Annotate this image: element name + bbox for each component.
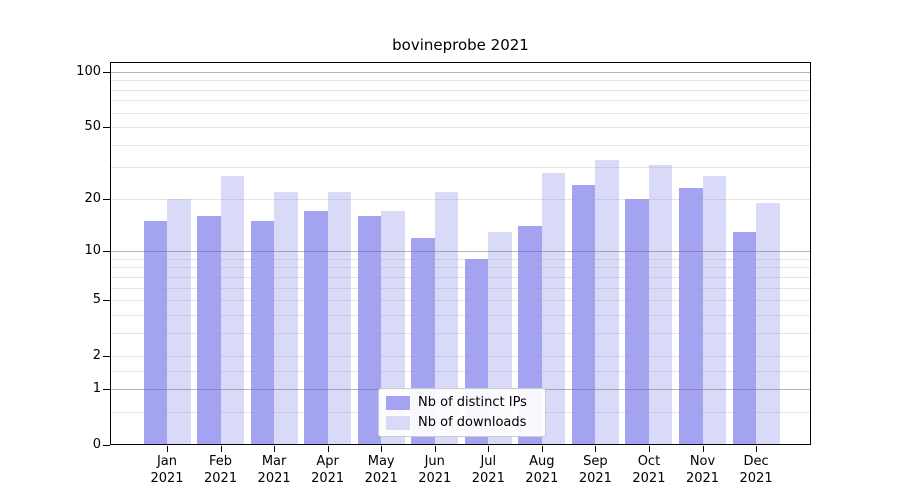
x-tick-label: Nov 2021 xyxy=(685,454,720,486)
gridline-minor xyxy=(111,370,811,372)
y-tick-label: 10 xyxy=(84,243,101,259)
bar-downloads-nov xyxy=(702,175,726,445)
x-tick-mark xyxy=(167,446,168,452)
bar-downloads-feb xyxy=(220,175,245,445)
bar-distinct-ips-may xyxy=(357,216,382,445)
legend-label-downloads: Nb of downloads xyxy=(418,415,527,430)
gridline-minor xyxy=(111,258,811,260)
gridline-minor xyxy=(111,276,811,278)
x-tick-label: Mar 2021 xyxy=(257,454,291,486)
bar-downloads-mar xyxy=(274,191,298,445)
bar-distinct-ips-dec xyxy=(732,231,757,445)
bar-distinct-ips-sep xyxy=(571,184,596,445)
y-tick-mark xyxy=(103,251,110,253)
gridline-minor xyxy=(111,198,811,200)
bar-downloads-sep xyxy=(595,159,619,445)
x-tick-mark xyxy=(327,446,329,452)
y-tick-mark xyxy=(103,356,110,358)
x-tick-mark xyxy=(381,446,383,452)
x-tick-label: Aug 2021 xyxy=(525,454,559,486)
chart-title: bovineprobe 2021 xyxy=(392,36,529,54)
x-tick-label: Jul 2021 xyxy=(471,454,505,486)
bar-distinct-ips-oct xyxy=(625,198,649,445)
gridline-minor xyxy=(111,356,811,358)
legend-swatch-distinct-ips xyxy=(386,395,410,410)
legend-item-downloads: Nb of downloads xyxy=(386,415,537,430)
x-tick-mark xyxy=(756,446,758,452)
y-tick-label: 1 xyxy=(92,380,101,396)
y-tick-mark xyxy=(103,71,110,73)
x-tick-label: Oct 2021 xyxy=(632,454,666,486)
x-tick-mark xyxy=(220,446,222,452)
x-tick-mark xyxy=(648,446,650,452)
gridline-minor xyxy=(111,144,811,146)
x-tick-mark xyxy=(434,446,436,452)
gridline-minor xyxy=(111,267,811,269)
x-tick-mark xyxy=(274,446,276,452)
x-tick-label: Jun 2021 xyxy=(418,454,452,486)
y-tick-label: 2 xyxy=(92,348,101,364)
x-tick-mark xyxy=(702,446,704,452)
x-tick-label: Jan 2021 xyxy=(150,454,184,486)
y-tick-mark xyxy=(103,445,110,446)
gridline-minor xyxy=(111,167,811,169)
x-tick-label: May 2021 xyxy=(364,454,398,486)
plot-border xyxy=(110,62,811,445)
gridline-minor xyxy=(111,100,811,102)
y-tick-mark xyxy=(103,300,110,302)
y-tick-label: 0 xyxy=(92,437,101,452)
x-tick-label: Feb 2021 xyxy=(204,454,238,486)
x-tick-label: Apr 2021 xyxy=(311,454,345,486)
legend-item-distinct-ips: Nb of distinct IPs xyxy=(386,395,537,410)
legend: Nb of distinct IPs Nb of downloads xyxy=(378,388,546,437)
x-tick-label: Sep 2021 xyxy=(578,454,612,486)
gridline-minor xyxy=(111,332,811,334)
y-tick-mark xyxy=(103,388,110,390)
x-tick-mark xyxy=(488,446,490,452)
y-tick-label: 100 xyxy=(76,63,101,79)
bar-downloads-aug xyxy=(541,172,566,445)
y-tick-mark xyxy=(103,198,110,200)
x-tick-mark xyxy=(595,446,597,452)
gridline-minor xyxy=(111,127,811,129)
gridline-minor xyxy=(111,89,811,91)
bar-downloads-dec xyxy=(756,202,780,445)
bar-distinct-ips-feb xyxy=(197,216,221,445)
bar-downloads-oct xyxy=(648,164,673,445)
gridline-minor xyxy=(111,112,811,114)
legend-swatch-downloads xyxy=(386,415,410,430)
bar-downloads-may xyxy=(381,211,405,445)
bar-downloads-jun xyxy=(434,191,459,445)
y-tick-mark xyxy=(103,127,110,129)
gridline-minor xyxy=(111,300,811,302)
gridline-minor xyxy=(111,314,811,316)
y-tick-label: 20 xyxy=(84,190,101,206)
x-tick-mark xyxy=(541,446,543,452)
bar-downloads-jan xyxy=(167,198,191,445)
y-tick-label: 5 xyxy=(92,292,101,308)
gridline-major xyxy=(111,251,811,253)
gridline-minor xyxy=(111,80,811,82)
bar-downloads-apr xyxy=(327,191,352,445)
bar-distinct-ips-jan xyxy=(143,220,167,445)
legend-label-distinct-ips: Nb of distinct IPs xyxy=(418,395,527,410)
gridline-major xyxy=(111,71,811,73)
x-tick-label: Dec 2021 xyxy=(739,454,773,486)
bar-distinct-ips-nov xyxy=(679,188,703,445)
bar-distinct-ips-apr xyxy=(304,211,328,445)
bar-distinct-ips-mar xyxy=(250,220,275,445)
y-tick-label: 50 xyxy=(84,119,101,135)
gridline-minor xyxy=(111,287,811,289)
